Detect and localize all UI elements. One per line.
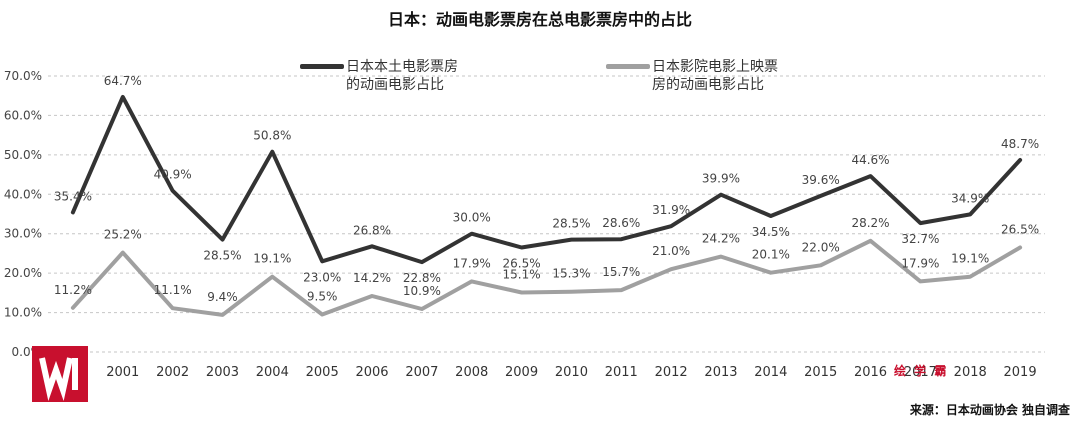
x-tick-label: 2015 [804,365,837,380]
data-label: 20.1% [752,248,790,262]
data-label: 17.9% [901,256,939,270]
legend-swatch-domestic [300,64,344,69]
data-label: 15.7% [602,265,640,279]
y-tick-label: 30.0% [4,227,42,241]
data-label: 14.2% [353,271,391,285]
legend-swatch-cinema [606,64,650,69]
data-label: 28.5% [203,249,241,263]
series-line-cinema [70,238,1023,317]
y-tick-label: 10.0% [4,306,42,320]
x-tick-label: 2019 [1004,365,1037,380]
y-tick-label: 20.0% [4,266,42,280]
x-tick-label: 2012 [655,365,688,380]
data-label: 22.0% [802,240,840,254]
y-tick-label: 40.0% [4,187,42,201]
x-tick-label: 2013 [704,365,737,380]
x-tick-label: 2005 [306,365,339,380]
w-logo-icon [32,346,88,402]
watermark: 绘 学 霸 [894,364,949,378]
data-label: 24.2% [702,232,740,246]
data-label: 28.2% [851,216,889,230]
legend-label-cinema: 日本影院电影上映票 房的动画电影占比 [652,59,778,93]
data-label: 39.6% [802,173,840,187]
y-tick-label: 50.0% [4,148,42,162]
x-tick-label: 2004 [256,365,289,380]
data-label: 10.9% [403,284,441,298]
legend-label-domestic: 日本本土电影票房 的动画电影占比 [346,59,458,93]
x-tick-label: 2014 [754,365,787,380]
x-tick-label: 2002 [156,365,189,380]
data-label: 23.0% [303,270,341,284]
data-label: 32.7% [901,232,939,246]
data-label: 26.5% [1001,223,1039,237]
data-label: 9.5% [307,290,338,304]
data-label: 39.9% [702,172,740,186]
data-label: 30.0% [453,211,491,225]
x-tick-label: 2008 [455,365,488,380]
data-label: 19.1% [951,252,989,266]
data-label: 19.1% [253,252,291,266]
x-tick-label: 2007 [405,365,438,380]
data-label: 48.7% [1001,137,1039,151]
x-tick-label: 2006 [355,365,388,380]
x-tick-label: 2001 [106,365,139,380]
data-label: 22.8% [403,271,441,285]
data-label: 50.8% [253,129,291,143]
x-tick-label: 2003 [206,365,239,380]
data-label: 34.5% [752,225,790,239]
data-label: 26.8% [353,223,391,237]
x-tick-label: 2010 [555,365,588,380]
data-label: 11.1% [154,283,192,297]
data-label: 25.2% [104,228,142,242]
x-tick-label: 2009 [505,365,538,380]
data-label: 28.6% [602,216,640,230]
x-tick-label: 2017 [904,365,937,380]
y-tick-label: 70.0% [4,69,42,83]
data-label: 35.4% [54,189,92,203]
chart-title: 日本：动画电影票房在总电影票房中的占比 [387,10,692,29]
data-label: 17.9% [453,256,491,270]
data-label: 31.9% [652,203,690,217]
source-note: 来源：日本动画协会 独自调查 [909,403,1070,417]
data-label: 9.4% [207,290,238,304]
y-tick-label: 60.0% [4,108,42,122]
data-label: 44.6% [851,153,889,167]
series-line-domestic [70,94,1023,265]
data-label: 21.0% [652,244,690,258]
data-label: 15.3% [552,267,590,281]
data-label: 34.9% [951,191,989,205]
data-label: 40.9% [154,168,192,182]
data-label: 28.5% [552,217,590,231]
data-label: 64.7% [104,74,142,88]
x-tick-label: 2011 [605,365,638,380]
x-tick-label: 2018 [954,365,987,380]
data-label: 26.5% [503,257,541,271]
x-tick-label: 2016 [854,365,887,380]
data-label: 15.1% [503,267,541,281]
data-label: 11.2% [54,283,92,297]
